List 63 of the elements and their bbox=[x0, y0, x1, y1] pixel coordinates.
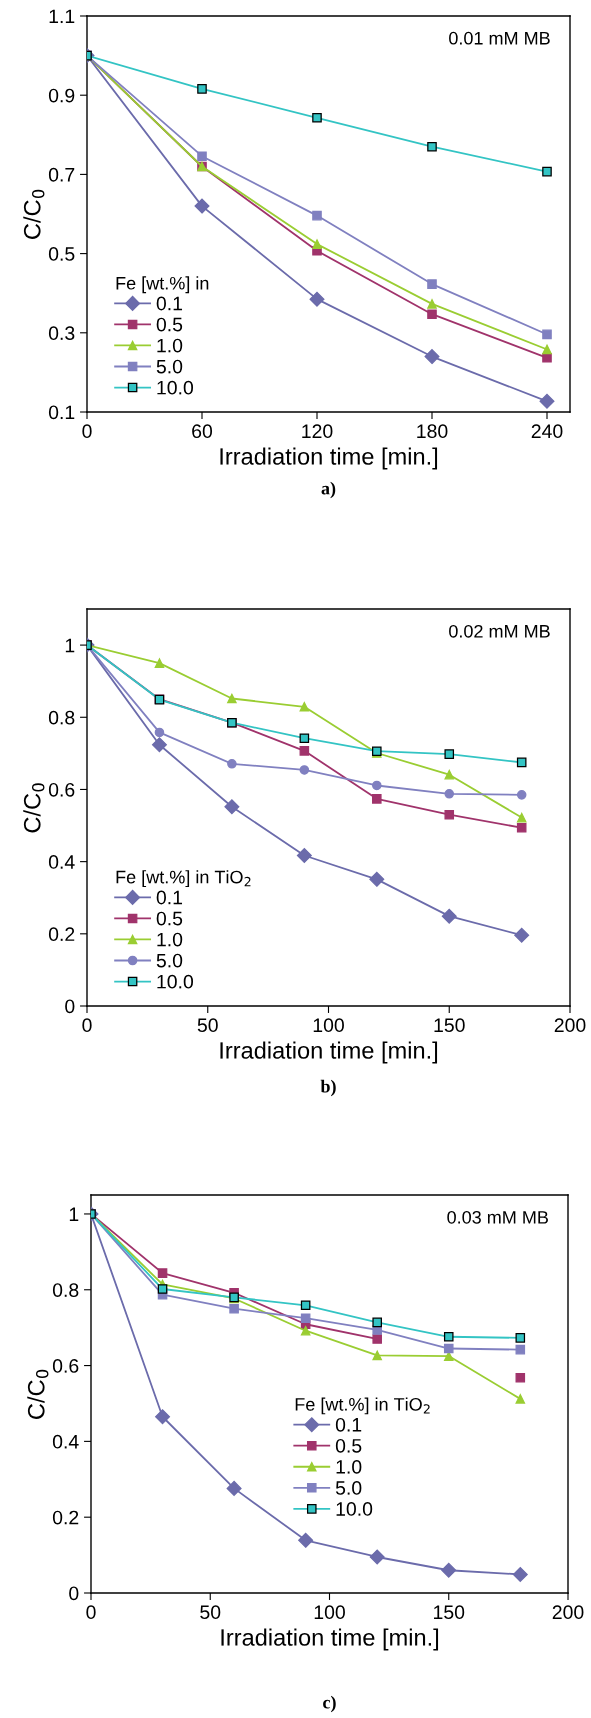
text: a) bbox=[321, 481, 336, 499]
x-tick-label: 60 bbox=[192, 424, 213, 439]
legend-label: 0.1 bbox=[335, 1417, 362, 1432]
legend-label: 10.0 bbox=[157, 380, 194, 395]
x-tick-label: 120 bbox=[302, 424, 333, 439]
y-axis-title: C/C$_{0}$ bbox=[27, 1369, 49, 1419]
legend-label: 1.0 bbox=[336, 1459, 362, 1474]
legend-label: 0.5 bbox=[335, 1438, 362, 1453]
x-axis-title: Irradiation time [min.] bbox=[221, 1628, 439, 1651]
y-axis-title: C/C$_{0}$ bbox=[23, 783, 45, 833]
y-tick-label: 0.2 bbox=[48, 927, 75, 942]
y-tick-label: 0.4 bbox=[48, 855, 75, 869]
legend-label: 0.5 bbox=[156, 911, 183, 926]
x-tick-label: 0 bbox=[82, 1018, 92, 1033]
x-tick-label: 50 bbox=[200, 1605, 221, 1620]
legend-label: 5.0 bbox=[156, 359, 183, 374]
y-tick-label: 0 bbox=[65, 999, 75, 1014]
y-tick-label: 0 bbox=[69, 1586, 79, 1601]
legend-title: Fe [wt.%] in TiO$_{2}$ bbox=[295, 1397, 430, 1415]
x-tick-label: 150 bbox=[434, 1605, 465, 1620]
y-tick-label: 1.1 bbox=[49, 9, 75, 24]
x-tick-label: 100 bbox=[314, 1605, 345, 1620]
y-tick-label: 0.6 bbox=[52, 1359, 79, 1373]
annotation: 0.03 mM MB bbox=[447, 1210, 548, 1224]
legend-title: Fe [wt.%] in bbox=[116, 276, 209, 294]
annotation: 0.01 mM MB bbox=[449, 31, 550, 45]
y-tick-label: 0.9 bbox=[48, 88, 75, 103]
y-tick-label: 1 bbox=[65, 638, 75, 653]
text: b) bbox=[320, 1079, 336, 1097]
y-tick-label: 0.3 bbox=[48, 326, 75, 341]
y-tick-label: 1 bbox=[69, 1207, 79, 1221]
x-tick-label: 180 bbox=[417, 424, 448, 439]
x-tick-label: 200 bbox=[554, 1018, 586, 1033]
legend-label: 1.0 bbox=[157, 932, 183, 947]
text: c) bbox=[323, 1695, 336, 1713]
x-tick-label: 100 bbox=[313, 1018, 344, 1033]
legend-title: Fe [wt.%] in TiO$_{2}$ bbox=[116, 870, 251, 888]
y-tick-label: 0.8 bbox=[48, 710, 75, 725]
legend-label: 0.5 bbox=[156, 317, 183, 332]
y-tick-label: 0.2 bbox=[52, 1510, 79, 1525]
annotation: 0.02 mM MB bbox=[449, 624, 550, 638]
legend-label: 0.1 bbox=[156, 296, 183, 311]
legend-label: 5.0 bbox=[335, 1481, 362, 1495]
legend-label: 5.0 bbox=[156, 953, 183, 968]
y-tick-label: 0.8 bbox=[52, 1283, 79, 1297]
y-axis-title: C/C$_{0}$ bbox=[23, 189, 45, 239]
x-tick-label: 50 bbox=[197, 1018, 218, 1033]
x-tick-label: 200 bbox=[552, 1605, 584, 1620]
legend-label: 10.0 bbox=[336, 1502, 373, 1516]
legend-label: 10.0 bbox=[157, 974, 194, 989]
x-tick-label: 0 bbox=[86, 1605, 96, 1620]
legend-label: 1.0 bbox=[157, 338, 183, 353]
x-tick-label: 240 bbox=[531, 424, 563, 439]
x-tick-label: 150 bbox=[434, 1018, 465, 1033]
x-tick-label: 0 bbox=[82, 424, 92, 439]
x-axis-title: Irradiation time [min.] bbox=[220, 447, 438, 470]
y-tick-label: 0.1 bbox=[48, 405, 75, 420]
y-tick-label: 0.7 bbox=[48, 167, 75, 182]
y-tick-label: 0.5 bbox=[48, 247, 75, 261]
x-axis-title: Irradiation time [min.] bbox=[220, 1041, 438, 1064]
legend-label: 0.1 bbox=[156, 890, 183, 905]
y-tick-label: 0.4 bbox=[52, 1434, 79, 1449]
y-tick-label: 0.6 bbox=[48, 782, 75, 797]
